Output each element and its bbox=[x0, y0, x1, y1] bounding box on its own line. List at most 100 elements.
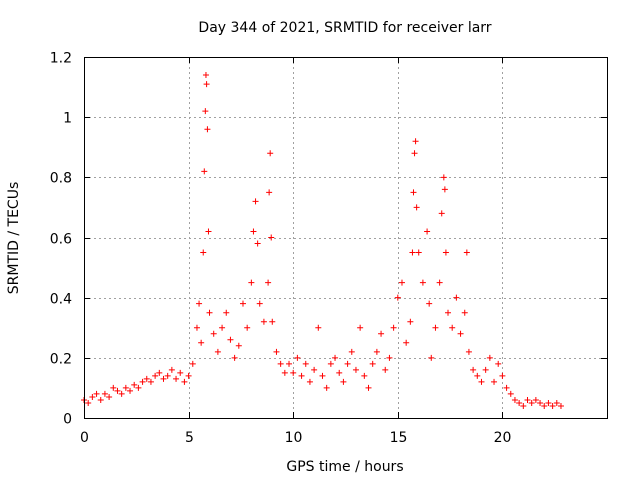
x-tick-label: 0 bbox=[80, 430, 89, 446]
data-point bbox=[426, 300, 433, 307]
data-point bbox=[269, 318, 276, 325]
data-point bbox=[541, 402, 548, 409]
data-point bbox=[177, 369, 184, 376]
data-point bbox=[227, 336, 234, 343]
data-point bbox=[93, 390, 100, 397]
data-point bbox=[537, 399, 544, 406]
data-point bbox=[202, 72, 209, 79]
data-point bbox=[260, 318, 267, 325]
data-point bbox=[478, 378, 485, 385]
data-point bbox=[223, 309, 230, 316]
data-point bbox=[281, 369, 288, 376]
y-axis-label: SRMTID / TECUs bbox=[6, 182, 22, 295]
data-point bbox=[200, 249, 207, 256]
x-tick-label: 20 bbox=[494, 430, 512, 446]
data-point bbox=[181, 378, 188, 385]
data-point bbox=[495, 360, 502, 367]
data-point bbox=[352, 366, 359, 373]
data-point bbox=[386, 354, 393, 361]
data-point bbox=[545, 399, 552, 406]
data-point bbox=[413, 204, 420, 211]
data-point bbox=[203, 81, 210, 88]
data-point bbox=[365, 384, 372, 391]
data-point bbox=[507, 390, 514, 397]
data-point bbox=[265, 279, 272, 286]
data-point bbox=[412, 138, 419, 145]
data-point bbox=[332, 354, 339, 361]
data-point bbox=[315, 324, 322, 331]
data-point bbox=[266, 189, 273, 196]
data-point bbox=[267, 150, 274, 157]
data-point bbox=[122, 384, 129, 391]
data-point bbox=[193, 324, 200, 331]
data-point bbox=[250, 228, 257, 235]
data-point bbox=[311, 366, 318, 373]
data-point bbox=[340, 378, 347, 385]
data-point bbox=[206, 309, 213, 316]
y-tick-label: 1.2 bbox=[50, 51, 72, 67]
data-point bbox=[210, 330, 217, 337]
x-axis-label: GPS time / hours bbox=[286, 459, 403, 475]
data-point bbox=[361, 372, 368, 379]
data-point bbox=[327, 360, 334, 367]
data-point bbox=[156, 369, 163, 376]
data-point bbox=[306, 378, 313, 385]
data-point bbox=[528, 399, 535, 406]
data-point bbox=[403, 339, 410, 346]
data-point bbox=[344, 360, 351, 367]
data-point bbox=[252, 198, 259, 205]
y-tick-label: 0.4 bbox=[50, 292, 72, 308]
data-point bbox=[553, 399, 560, 406]
data-point bbox=[290, 369, 297, 376]
data-point bbox=[394, 294, 401, 301]
data-point bbox=[474, 372, 481, 379]
x-tick-label: 15 bbox=[390, 430, 408, 446]
data-point bbox=[185, 372, 192, 379]
data-point bbox=[428, 354, 435, 361]
data-point bbox=[369, 360, 376, 367]
data-point bbox=[219, 324, 226, 331]
data-point bbox=[273, 348, 280, 355]
x-tick-label: 10 bbox=[285, 430, 303, 446]
x-tick-label: 5 bbox=[185, 430, 194, 446]
data-point bbox=[85, 399, 92, 406]
data-point bbox=[294, 354, 301, 361]
data-point bbox=[164, 372, 171, 379]
data-point bbox=[411, 150, 418, 157]
y-tick-label: 0.6 bbox=[50, 232, 72, 248]
data-point bbox=[202, 108, 209, 115]
data-point bbox=[168, 366, 175, 373]
data-point bbox=[520, 402, 527, 409]
data-point bbox=[118, 390, 125, 397]
data-point bbox=[205, 228, 212, 235]
data-point bbox=[173, 375, 180, 382]
data-point bbox=[302, 360, 309, 367]
data-point bbox=[268, 234, 275, 241]
data-point bbox=[298, 372, 305, 379]
data-point bbox=[409, 249, 416, 256]
data-point bbox=[436, 279, 443, 286]
data-point bbox=[106, 393, 113, 400]
data-point bbox=[97, 396, 104, 403]
data-point bbox=[442, 249, 449, 256]
data-point bbox=[440, 174, 447, 181]
data-point bbox=[248, 279, 255, 286]
data-point bbox=[244, 324, 251, 331]
data-point bbox=[373, 348, 380, 355]
data-point bbox=[532, 396, 539, 403]
data-point bbox=[277, 360, 284, 367]
data-point bbox=[152, 372, 159, 379]
data-point bbox=[160, 375, 167, 382]
data-points bbox=[81, 72, 564, 409]
axis-ticks: 0 5 10 15 20 0 0.2 0.4 0.6 0.8 1 1.2 bbox=[50, 51, 607, 446]
data-point bbox=[147, 378, 154, 385]
data-point bbox=[445, 309, 452, 316]
y-tick-label: 1 bbox=[63, 111, 72, 127]
data-point bbox=[457, 330, 464, 337]
data-point bbox=[214, 348, 221, 355]
data-point bbox=[110, 384, 117, 391]
data-point bbox=[557, 402, 564, 409]
data-point bbox=[419, 279, 426, 286]
data-point bbox=[441, 186, 448, 193]
data-point bbox=[196, 300, 203, 307]
